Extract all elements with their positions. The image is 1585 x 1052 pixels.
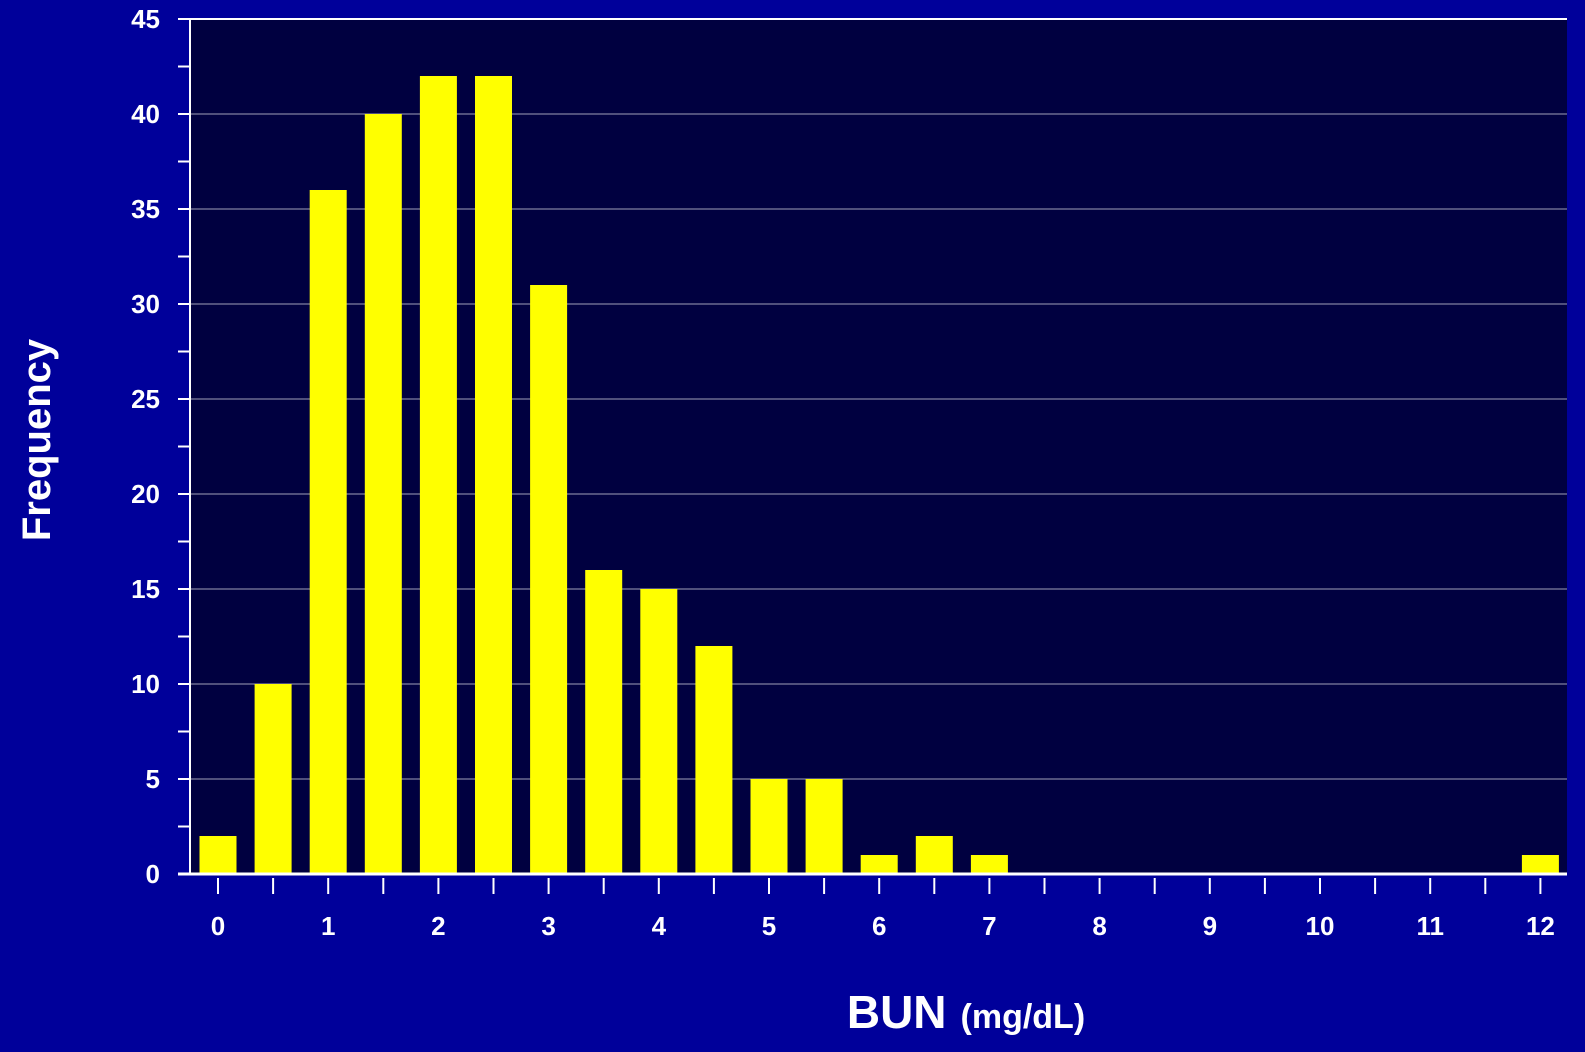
x-tick-label: 0 <box>211 911 225 941</box>
bar-5 <box>750 779 788 874</box>
plot-area <box>190 19 1567 874</box>
x-tick-label: 8 <box>1092 911 1106 941</box>
x-tick-label: 11 <box>1416 911 1444 941</box>
bar-1 <box>309 190 347 874</box>
bars <box>199 76 1559 874</box>
axes <box>178 18 1567 894</box>
x-axis-title-unit: (mg/dL) <box>961 998 1086 1036</box>
y-tick-label: 40 <box>131 99 160 129</box>
x-tick-label: 4 <box>652 911 667 941</box>
bar-5.5 <box>805 779 843 874</box>
y-tick-label: 30 <box>131 289 160 319</box>
bar-3.5 <box>585 570 623 874</box>
bar-0 <box>199 836 237 874</box>
bar-4 <box>640 589 678 874</box>
bar-3 <box>530 285 568 874</box>
x-tick-label: 6 <box>872 911 886 941</box>
bar-1.5 <box>364 114 402 874</box>
bar-6 <box>860 855 898 874</box>
bar-4.5 <box>695 646 733 874</box>
y-tick-label: 0 <box>146 859 160 889</box>
y-tick-label: 25 <box>131 384 160 414</box>
bar-2 <box>419 76 457 874</box>
bar-2.5 <box>475 76 512 874</box>
bar-12 <box>1521 855 1559 874</box>
y-tick-label: 5 <box>146 764 160 794</box>
y-tick-label: 35 <box>131 194 160 224</box>
x-tick-label: 12 <box>1526 911 1555 941</box>
x-tick-label: 5 <box>762 911 776 941</box>
x-axis-title-main: BUN <box>847 986 947 1038</box>
y-tick-labels: 0 5 10 15 20 25 30 35 40 45 <box>131 4 160 889</box>
x-axis-title: BUN (mg/dL) <box>847 986 1085 1038</box>
x-tick-labels: 0 1 2 3 4 5 6 7 8 9 10 11 12 <box>211 911 1555 941</box>
x-tick-label: 1 <box>321 911 335 941</box>
x-tick-label: 7 <box>982 911 996 941</box>
y-tick-label: 15 <box>131 574 160 604</box>
x-tick-label: 2 <box>431 911 445 941</box>
y-axis-title: Frequency <box>15 338 59 541</box>
y-tick-label: 10 <box>131 669 160 699</box>
bar-0.5 <box>254 684 292 874</box>
x-tick-label: 3 <box>541 911 555 941</box>
bar-7 <box>970 855 1008 874</box>
x-tick-label: 9 <box>1203 911 1217 941</box>
y-tick-label: 45 <box>131 4 160 34</box>
y-tick-label: 20 <box>131 479 160 509</box>
bar-6.5 <box>915 836 953 874</box>
x-tick-label: 10 <box>1306 911 1335 941</box>
